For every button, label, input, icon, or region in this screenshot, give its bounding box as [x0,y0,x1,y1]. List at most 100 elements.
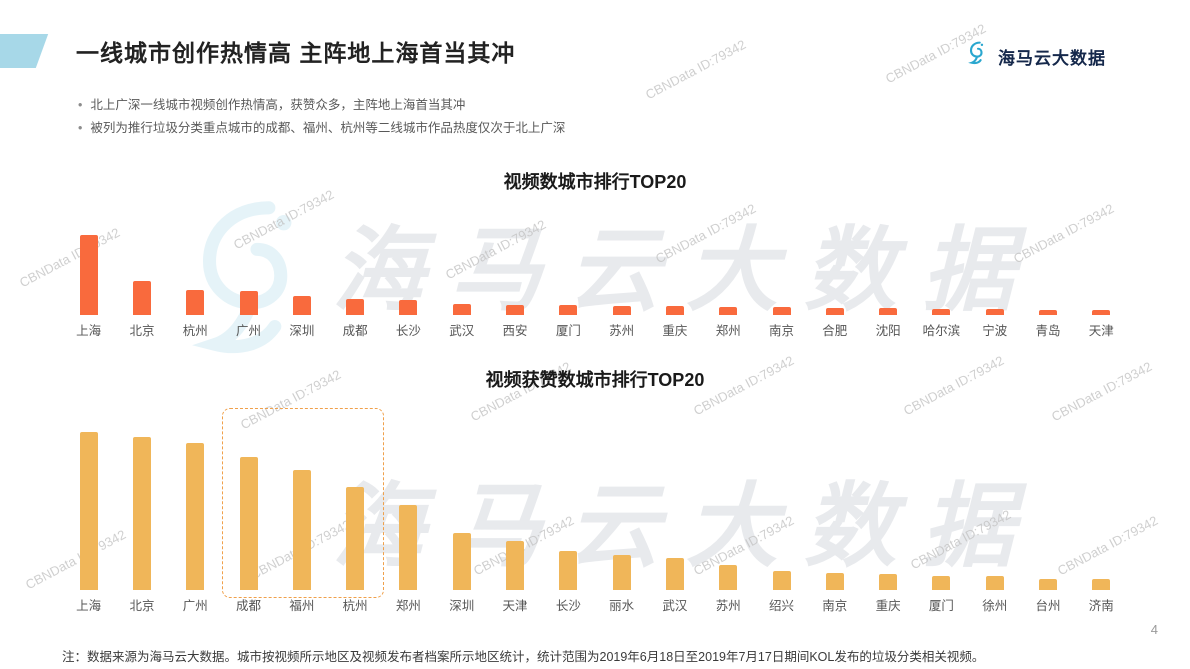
bar-column: 长沙 [382,230,435,341]
bar [239,457,258,590]
bar-column: 广州 [222,230,275,341]
bar-column: 台州 [1021,422,1074,616]
category-label: 杭州 [182,324,208,338]
bar [399,299,418,315]
bar-column: 武汉 [648,422,701,616]
bar-column: 深圳 [275,230,328,341]
bullet-dot: • [78,98,83,112]
category-label: 天津 [1088,324,1114,338]
id-watermark: CBNData ID:79342 [642,36,749,103]
category-label: 长沙 [555,599,581,613]
bar [239,291,258,315]
bar [932,575,951,590]
category-label: 深圳 [289,324,315,338]
bar [346,487,365,590]
corner-accent-shape [0,34,49,68]
bar [985,309,1004,315]
bar [346,299,365,315]
category-label: 西安 [502,324,528,338]
category-label: 武汉 [662,599,688,613]
category-label: 郑州 [715,324,741,338]
bar [665,558,684,590]
bar [879,307,898,315]
page-number: 4 [1150,622,1158,637]
category-label: 北京 [129,324,155,338]
category-label: 天津 [502,599,528,613]
bar-plot-area: 上海 北京 杭州 广州 深圳 成都 长沙 武汉 西安 厦门 苏州 重庆 郑州 南京 合肥 沈阳 哈尔滨 宁波 青岛 天… [62,230,1128,341]
category-label: 青岛 [1035,324,1061,338]
bar [559,305,578,315]
category-label: 郑州 [395,599,421,613]
page-title: 一线城市创作热情高 主阵地上海首当其冲 [76,40,516,66]
bar-column: 徐州 [968,422,1021,616]
bar-column: 重庆 [861,422,914,616]
category-label: 沈阳 [875,324,901,338]
bar-column: 重庆 [648,230,701,341]
category-label: 台州 [1035,599,1061,613]
bar-column: 郑州 [702,230,755,341]
category-label: 重庆 [662,324,688,338]
bar-column: 西安 [488,230,541,341]
bar-column: 苏州 [702,422,755,616]
category-label: 重庆 [875,599,901,613]
bar-column: 天津 [488,422,541,616]
category-label: 哈尔滨 [922,324,961,338]
bar-column: 南京 [808,422,861,616]
bar [612,555,631,590]
brand-logo-text: 海马云大数据 [998,49,1106,68]
bar [1038,578,1057,590]
bar [292,469,311,590]
category-label: 广州 [236,324,262,338]
bar-column: 南京 [755,230,808,341]
category-label: 南京 [822,599,848,613]
bar [452,303,471,315]
category-label: 成都 [342,324,368,338]
bar-column: 上海 [62,230,115,341]
bar-column: 武汉 [435,230,488,341]
bar [452,533,471,590]
category-label: 绍兴 [769,599,795,613]
bar [292,295,311,315]
bar-column: 厦门 [542,230,595,341]
bar-column: 长沙 [542,422,595,616]
category-label: 成都 [236,599,262,613]
bar [879,574,898,590]
category-label: 济南 [1088,599,1114,613]
bar [665,306,684,315]
category-label: 合肥 [822,324,848,338]
bar [1092,578,1111,590]
bar [132,280,151,315]
bar-plot-area: 上海 北京 广州 成都 福州 杭州 郑州 深圳 天津 长沙 丽水 武汉 苏州 绍兴 南京 重庆 厦门 徐州 台州 济南 [62,422,1128,616]
chart-video-count-top20: 视频数城市排行TOP20 上海 北京 杭州 广州 深圳 成都 长沙 武汉 西安 厦门 苏州 重庆 郑州 南… [62,170,1128,341]
bar-column: 郑州 [382,422,435,616]
bullet-list: • 北上广深一线城市视频创作热情高，获赞众多，主阵地上海首当其冲 • 被列为推行… [78,94,565,140]
category-label: 苏州 [715,599,741,613]
bar-column: 绍兴 [755,422,808,616]
bar-column: 苏州 [595,230,648,341]
bar-column: 广州 [169,422,222,616]
category-label: 北京 [129,599,155,613]
bar-column: 福州 [275,422,328,616]
chart-title: 视频数城市排行TOP20 [503,172,687,192]
bar [559,550,578,590]
bullet-item: • 被列为推行垃圾分类重点城市的成都、福州、杭州等二线城市作品热度仅次于北上广深 [78,117,565,140]
bar-column: 上海 [62,422,115,616]
bar [719,307,738,315]
bar-column: 厦门 [915,422,968,616]
category-label: 上海 [76,599,102,613]
bar-column: 北京 [115,422,168,616]
category-label: 杭州 [342,599,368,613]
bar-column: 天津 [1075,230,1128,341]
bullet-dot: • [78,121,83,135]
bar [932,308,951,315]
bar [825,307,844,315]
bar-column: 合肥 [808,230,861,341]
bar-column: 济南 [1075,422,1128,616]
category-label: 厦门 [555,324,581,338]
bar [825,572,844,590]
bar-column: 沈阳 [861,230,914,341]
category-label: 上海 [76,324,102,338]
bar [772,307,791,315]
bar [399,504,418,590]
